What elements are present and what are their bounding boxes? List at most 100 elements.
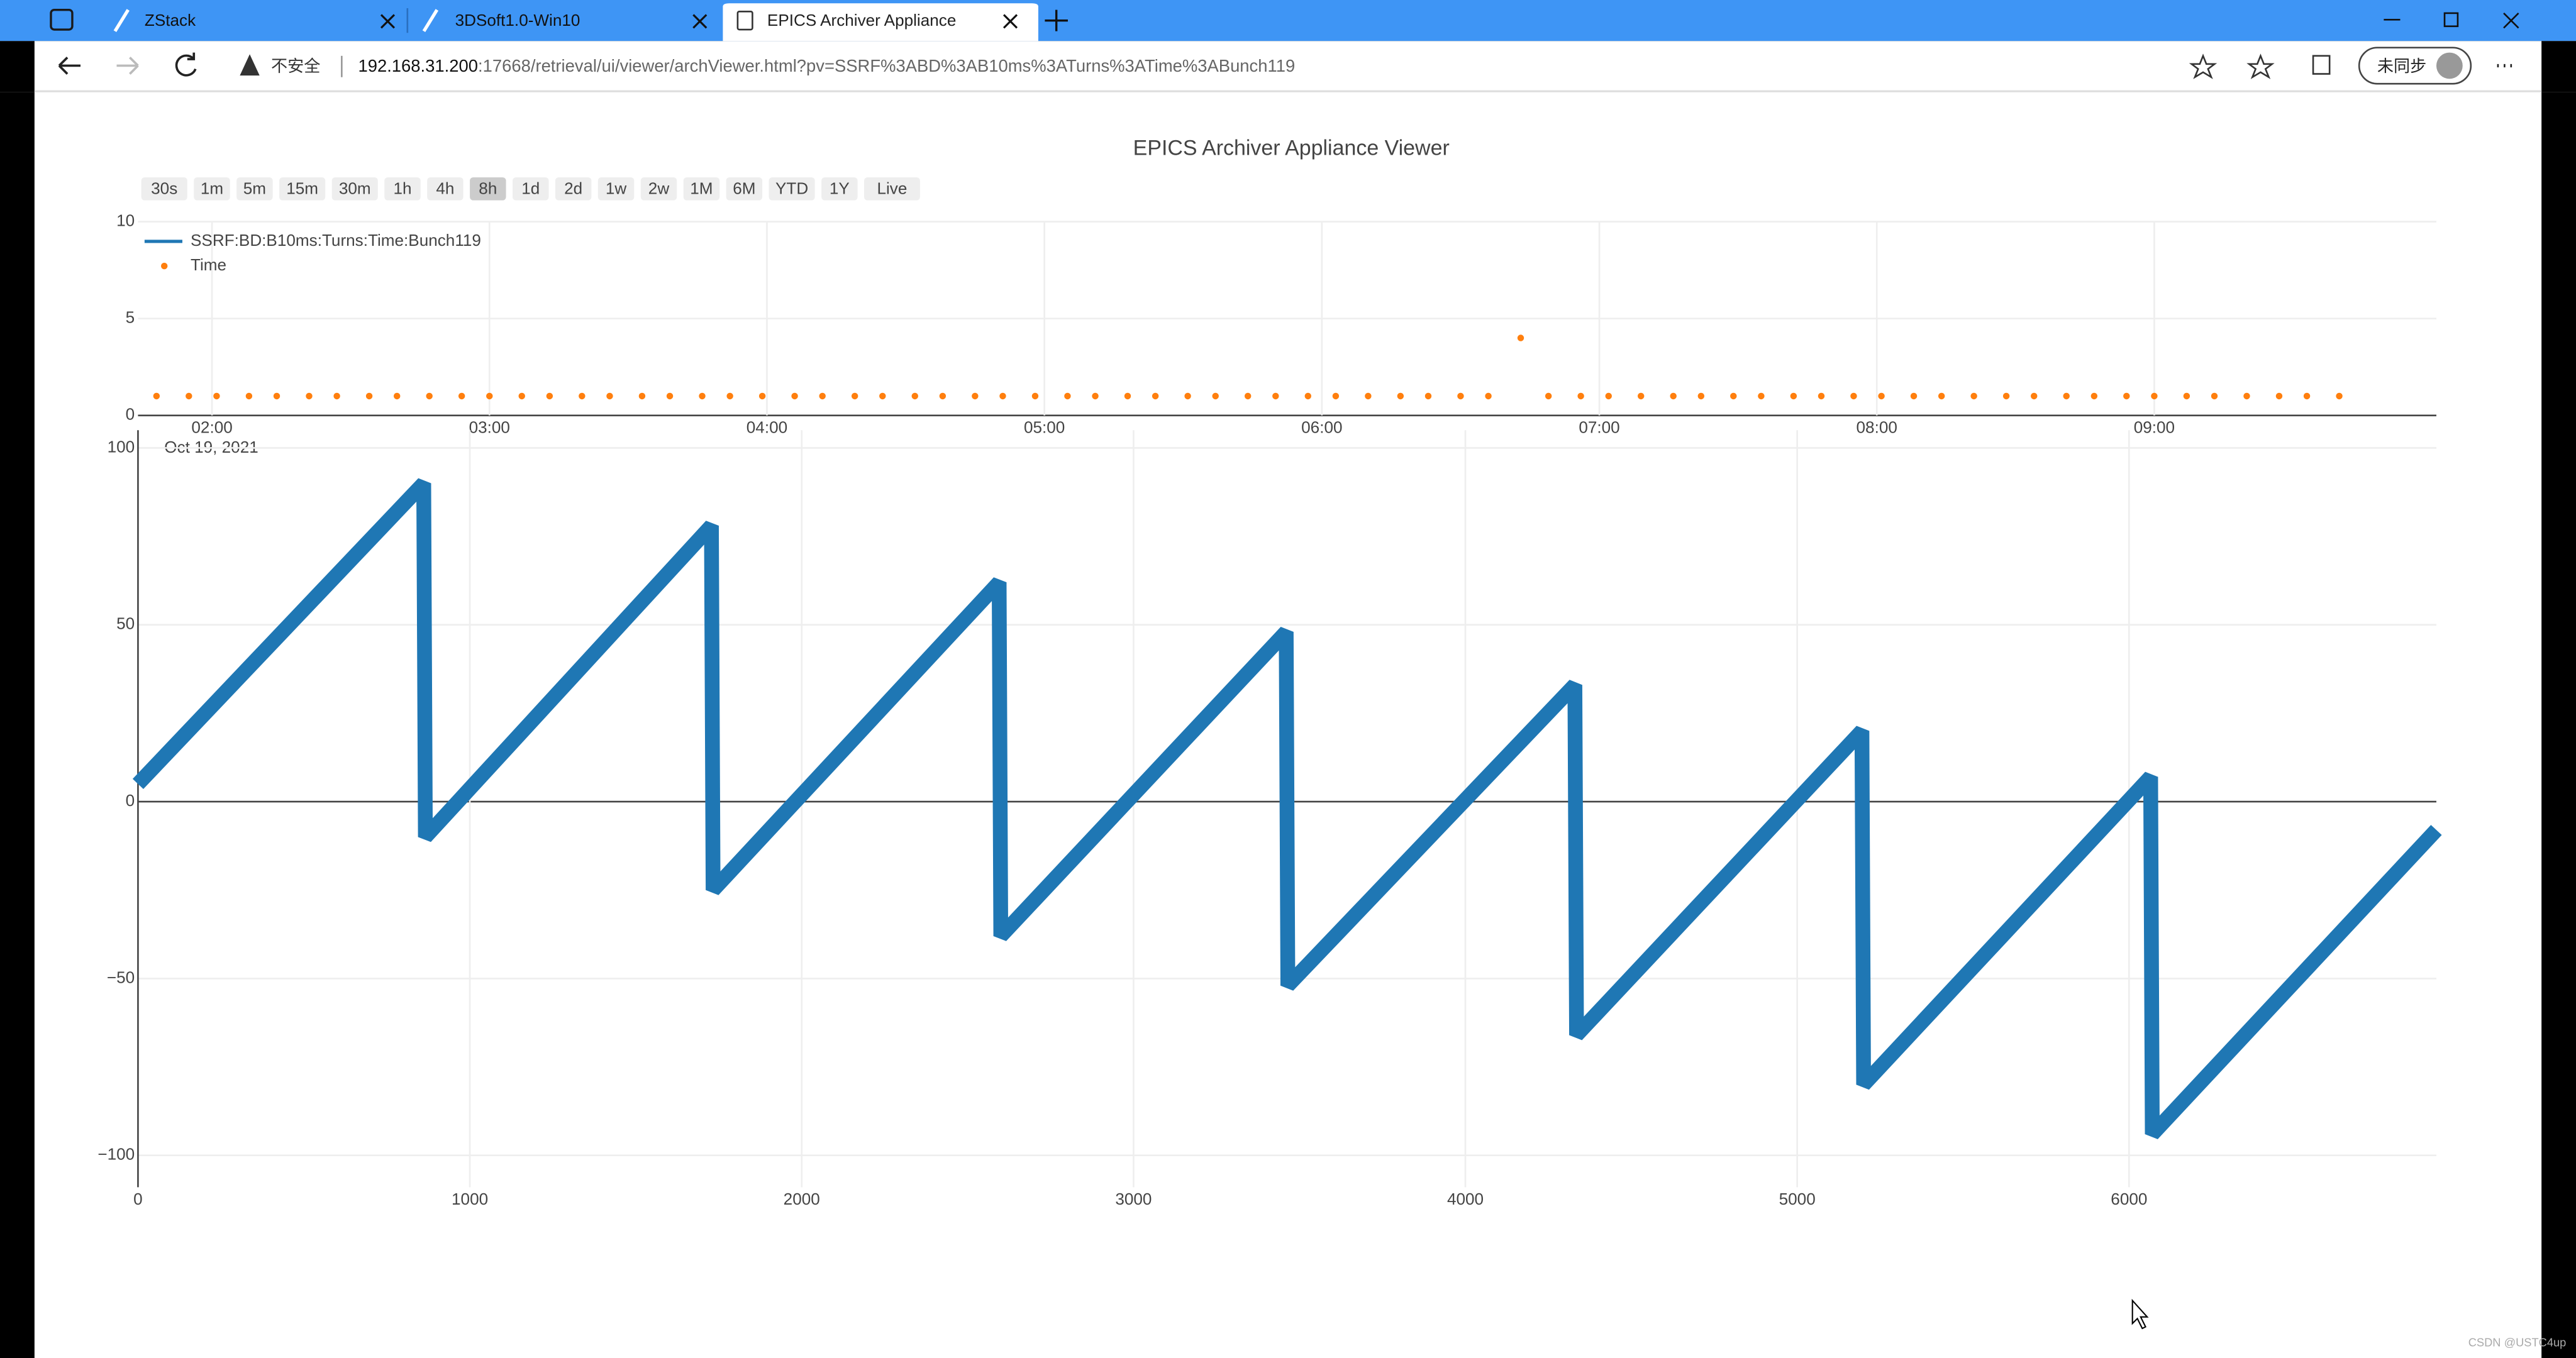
- range-button[interactable]: [769, 177, 815, 201]
- url-host: 192.168.31.200: [358, 56, 478, 75]
- range-button-label: 2w: [648, 179, 670, 198]
- point: [1212, 392, 1219, 400]
- point: [579, 392, 586, 400]
- point: [1365, 392, 1372, 400]
- tab[interactable]: ZStack: [113, 9, 396, 32]
- point: [1938, 392, 1945, 400]
- point: [1152, 392, 1159, 400]
- x-tick-label: 06:00: [1301, 418, 1342, 437]
- back[interactable]: [58, 57, 80, 75]
- tab-close[interactable]: [1002, 14, 1018, 29]
- range-button[interactable]: [821, 177, 858, 201]
- point: [186, 392, 192, 400]
- x-tick-label: 09:00: [2134, 418, 2175, 437]
- point: [1970, 392, 1977, 400]
- avatar: [2436, 52, 2463, 79]
- point: [153, 392, 160, 400]
- range-button[interactable]: [683, 177, 720, 201]
- tab-actions[interactable]: [50, 8, 74, 31]
- url: 192.168.31.200:17668/retrieval/ui/viewer…: [358, 56, 1295, 75]
- range-button-label: 4h: [436, 179, 454, 198]
- tab[interactable]: 3DSoft1.0-Win10: [422, 9, 708, 32]
- watermark: CSDN @USTC4up: [2468, 1335, 2567, 1349]
- legend-label: SSRF:BD:B10ms:Turns:Time:Bunch119: [191, 231, 481, 250]
- favorite[interactable]: [2189, 53, 2218, 79]
- range-button-label: 6M: [733, 179, 755, 198]
- range-button[interactable]: [470, 177, 506, 201]
- cursor: [2131, 1298, 2149, 1330]
- point: [546, 392, 553, 400]
- range-button[interactable]: [331, 177, 378, 201]
- tab-close[interactable]: [692, 14, 708, 29]
- point: [699, 392, 706, 400]
- range-button-label: 1h: [393, 179, 411, 198]
- tab-icon: [113, 9, 130, 32]
- point: [1790, 392, 1797, 400]
- restore[interactable]: [2443, 12, 2459, 28]
- tab[interactable]: EPICS Archiver Appliance: [723, 3, 1038, 41]
- range-button[interactable]: [236, 177, 273, 201]
- y-tick-label: 5: [126, 308, 135, 327]
- range-button[interactable]: [194, 177, 230, 201]
- range-button[interactable]: [726, 177, 763, 201]
- range-button[interactable]: [384, 177, 421, 201]
- y-tick-label: 0: [126, 791, 135, 810]
- point: [758, 392, 766, 400]
- point: [1605, 392, 1612, 400]
- point: [1637, 392, 1645, 400]
- favorites[interactable]: [2246, 53, 2275, 79]
- range-button-label: 1m: [201, 179, 223, 198]
- range-button-label: 1M: [690, 179, 713, 198]
- point: [666, 392, 674, 400]
- point: [393, 392, 401, 400]
- range-button-label: 30m: [339, 179, 371, 198]
- range-button[interactable]: [427, 177, 464, 201]
- refresh[interactable]: [175, 52, 197, 77]
- profile-label: 未同步: [2377, 57, 2426, 75]
- close-window[interactable]: [2503, 12, 2519, 29]
- x-tick-label: 0: [133, 1190, 143, 1208]
- point: [306, 392, 313, 400]
- point: [638, 392, 646, 400]
- x-tick-label: 04:00: [747, 418, 787, 437]
- range-button-label: 5m: [243, 179, 266, 198]
- point: [273, 392, 280, 400]
- range-button-label: 1Y: [830, 179, 850, 198]
- point: [1332, 392, 1340, 400]
- backdrop-edge: [0, 41, 35, 92]
- point: [791, 392, 798, 400]
- point: [606, 392, 613, 400]
- y-tick-label: 50: [116, 614, 135, 633]
- tab-title: ZStack: [145, 11, 196, 30]
- series-line: [132, 478, 2442, 1139]
- point: [2211, 392, 2218, 400]
- collections[interactable]: [2312, 55, 2331, 75]
- y-tick-label: 0: [126, 405, 135, 424]
- point: [851, 392, 858, 400]
- point: [518, 392, 525, 400]
- range-button[interactable]: [640, 177, 677, 201]
- x-tick-label: 03:00: [469, 418, 510, 437]
- point: [213, 392, 220, 400]
- point: [1850, 392, 1857, 400]
- range-button[interactable]: [597, 177, 635, 201]
- range-button[interactable]: [141, 177, 187, 201]
- range-button[interactable]: [555, 177, 592, 201]
- point: [1457, 392, 1464, 400]
- range-button[interactable]: [279, 177, 326, 201]
- point: [2243, 392, 2250, 400]
- point: [2090, 392, 2098, 400]
- new-tab[interactable]: [1045, 9, 1068, 31]
- x-tick-label: 07:00: [1579, 418, 1619, 437]
- point: [1485, 392, 1492, 400]
- y-tick-label: −50: [107, 968, 135, 986]
- address-bar[interactable]: [225, 47, 2233, 86]
- range-button[interactable]: [864, 177, 920, 201]
- x-tick-label: 5000: [1779, 1190, 1816, 1208]
- point: [486, 392, 493, 400]
- tab-close[interactable]: [380, 14, 396, 29]
- range-button[interactable]: [513, 177, 549, 201]
- forward[interactable]: [116, 57, 139, 75]
- point: [1758, 392, 1765, 400]
